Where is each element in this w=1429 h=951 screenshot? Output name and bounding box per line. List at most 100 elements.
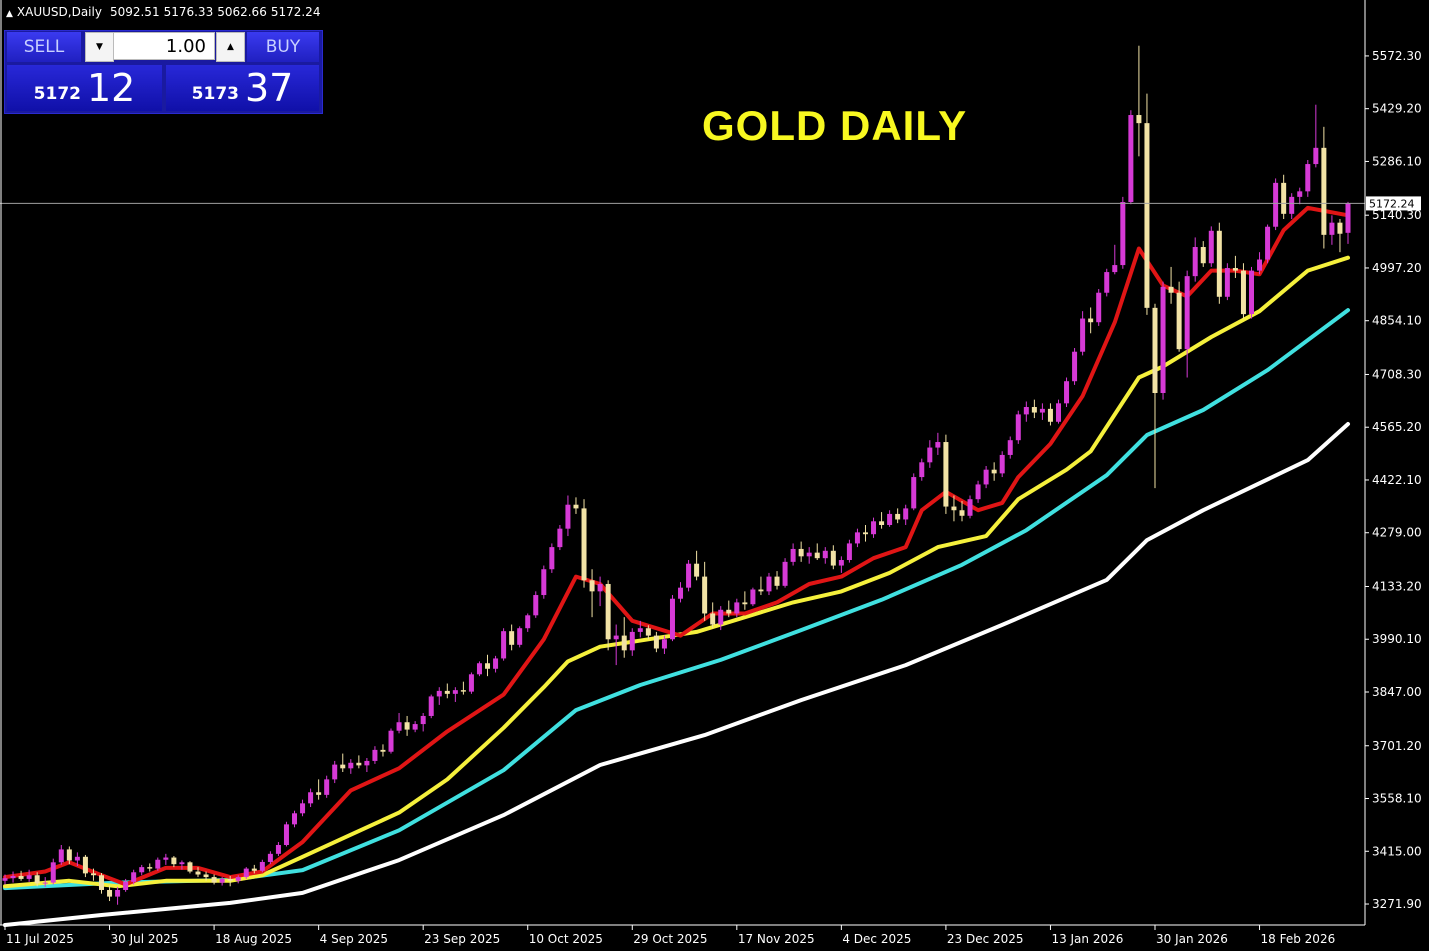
- candle-body: [951, 506, 957, 511]
- candle-body: [879, 521, 885, 525]
- candle-body: [243, 868, 249, 878]
- candle-body: [1080, 318, 1086, 352]
- time-tick-label: 4 Dec 2025: [842, 932, 911, 946]
- candle-body: [1297, 191, 1303, 197]
- candle: [854, 528, 860, 548]
- candle-body: [1160, 286, 1166, 394]
- buy-button[interactable]: BUY: [247, 32, 319, 62]
- candle-body: [678, 587, 684, 599]
- candle-body: [90, 873, 96, 876]
- candle: [324, 775, 330, 798]
- price-tick-label: 4854.10: [1372, 314, 1422, 328]
- candle: [1064, 377, 1070, 408]
- candle: [1208, 226, 1214, 267]
- buy-price-button[interactable]: 5173 37: [166, 65, 319, 111]
- candle-body: [1184, 276, 1190, 350]
- candle: [903, 504, 909, 525]
- candle: [219, 877, 225, 886]
- candle: [830, 545, 836, 570]
- candle-body: [903, 508, 909, 520]
- low-value: 5062.66: [217, 5, 267, 19]
- time-tick-label: 29 Oct 2025: [633, 932, 707, 946]
- candle-body: [139, 867, 145, 873]
- candle-body: [1096, 292, 1102, 323]
- candle: [1184, 270, 1190, 378]
- candle-body: [412, 724, 418, 730]
- candle-body: [420, 715, 426, 725]
- candle: [887, 510, 893, 527]
- lot-increase-button[interactable]: ▲: [216, 32, 245, 62]
- candle-body: [991, 469, 997, 474]
- candle: [951, 495, 957, 522]
- candle: [388, 728, 394, 754]
- candle-body: [356, 762, 362, 766]
- candle-body: [774, 576, 780, 586]
- candle: [131, 869, 137, 885]
- candle-body: [1031, 407, 1037, 413]
- candle-body: [1015, 414, 1021, 441]
- candle: [629, 628, 635, 656]
- candle-body: [436, 690, 442, 697]
- candle: [758, 576, 764, 596]
- candle-body: [645, 628, 651, 636]
- candle: [1168, 266, 1174, 304]
- candle: [1072, 348, 1078, 385]
- time-tick-label: 10 Oct 2025: [529, 932, 603, 946]
- candle-body: [1039, 408, 1045, 413]
- lot-size-input[interactable]: [113, 32, 215, 60]
- candle-body: [267, 853, 273, 862]
- candle-body: [1281, 182, 1287, 214]
- candle: [983, 466, 989, 489]
- candle-body: [404, 722, 410, 730]
- candle-body: [275, 844, 281, 854]
- candle-body: [1265, 226, 1271, 260]
- candle: [661, 635, 667, 655]
- candle: [1200, 241, 1206, 267]
- candle-body: [10, 875, 16, 879]
- candle-body: [476, 663, 482, 675]
- candle-body: [798, 548, 804, 557]
- time-tick-label: 23 Sep 2025: [424, 932, 500, 946]
- candle-body: [637, 628, 643, 632]
- candle: [1152, 303, 1158, 489]
- time-axis: 11 Jul 2025 30 Jul 2025 18 Aug 2025 4 Sep 2…: [4, 925, 1336, 946]
- lot-decrease-button[interactable]: ▼: [85, 32, 114, 62]
- candle: [372, 746, 378, 764]
- candle: [1289, 193, 1295, 219]
- price-axis: 5572.30 5429.20 5286.10 5140.30 4997.20 4854.…: [0, 0, 1422, 926]
- candle: [211, 874, 217, 885]
- candle-body: [1240, 270, 1246, 315]
- candle: [1176, 281, 1182, 352]
- candle: [1144, 93, 1150, 315]
- candle: [275, 842, 281, 857]
- candle-body: [82, 856, 88, 874]
- candle-body: [967, 499, 973, 516]
- time-tick-label: 18 Aug 2025: [215, 932, 292, 946]
- candle-body: [895, 513, 901, 520]
- candle-body: [235, 877, 241, 881]
- candle: [1337, 218, 1343, 253]
- collapse-triangle-icon[interactable]: ▲: [6, 9, 13, 19]
- time-tick-label: 18 Feb 2026: [1261, 932, 1336, 946]
- candle: [420, 713, 426, 732]
- candle-body: [1128, 115, 1134, 203]
- candle: [1297, 187, 1303, 205]
- sell-button[interactable]: SELL: [7, 32, 81, 62]
- candle-body: [702, 576, 708, 614]
- candle-body: [1055, 403, 1061, 422]
- candle-body: [1120, 202, 1126, 266]
- candle: [1273, 178, 1279, 231]
- candle: [1345, 201, 1351, 244]
- candle: [1104, 268, 1110, 297]
- candle-body: [1232, 268, 1238, 271]
- candle-body: [380, 749, 386, 752]
- candle-body: [396, 722, 402, 731]
- sell-price-button[interactable]: 5172 12: [7, 65, 162, 111]
- candle-body: [179, 862, 185, 865]
- candle: [444, 683, 450, 699]
- candle: [364, 757, 370, 773]
- candle-body: [782, 561, 788, 586]
- arrow-up-icon: ▲: [227, 42, 234, 52]
- candle-body: [372, 749, 378, 761]
